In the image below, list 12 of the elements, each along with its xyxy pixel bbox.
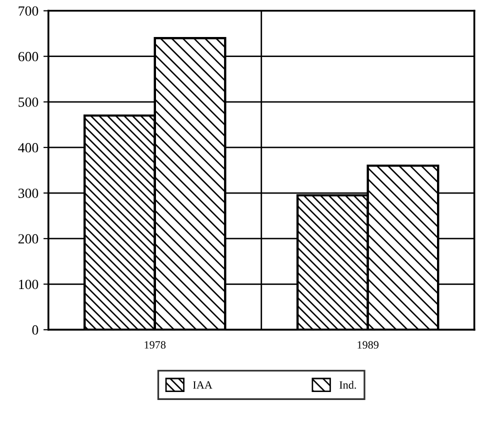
- x-tick-label: 1978: [144, 341, 166, 349]
- y-tick-label: 200: [18, 234, 38, 244]
- x-tick-label: 1989: [358, 341, 378, 349]
- y-tick-label: 0: [32, 325, 38, 335]
- legend-label: IAA: [193, 381, 212, 389]
- y-tick-label: 500: [18, 97, 38, 107]
- y-tick-label: 300: [18, 188, 38, 198]
- y-tick-label: 600: [18, 52, 38, 62]
- legend-label: Ind.: [340, 380, 356, 389]
- y-tick-label: 700: [18, 6, 38, 16]
- y-tick-label: 400: [18, 143, 38, 152]
- y-tick-label: 100: [19, 280, 38, 290]
